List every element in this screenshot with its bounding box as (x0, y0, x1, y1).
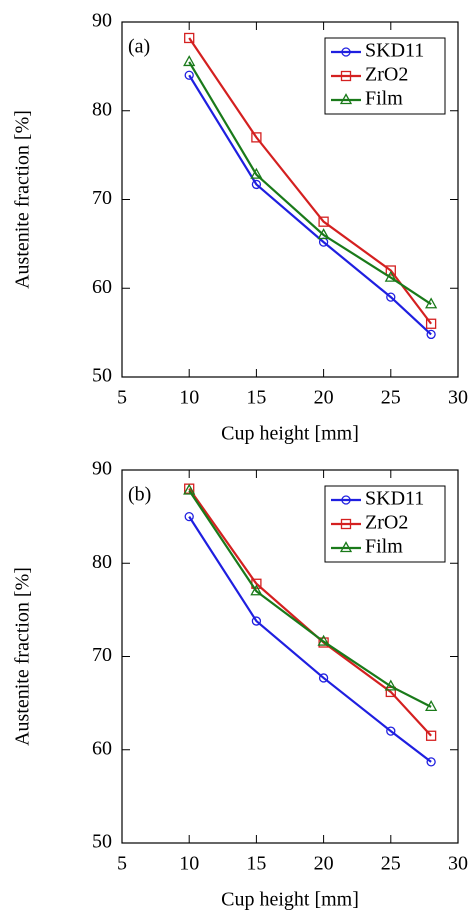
legend-box (324, 485, 446, 563)
marker (317, 634, 330, 646)
legend-label: Film (365, 88, 403, 110)
x-tick-label: 25 (381, 387, 401, 409)
marker (184, 32, 195, 44)
legend-marker (340, 70, 352, 82)
marker (385, 265, 396, 276)
marker (426, 757, 436, 767)
y-tick-label: 70 (92, 187, 112, 209)
x-tick-label: 5 (117, 853, 127, 875)
marker (251, 179, 262, 190)
y-tick-label: 60 (92, 737, 112, 759)
y-tick-label: 70 (92, 644, 112, 666)
x-tick-label: 20 (314, 853, 334, 875)
marker (384, 679, 397, 691)
x-axis-title: Cup height [mm] (221, 889, 359, 911)
marker (251, 616, 262, 626)
marker (318, 216, 329, 227)
chart: 50 60 70 80 90 5 10 15 20 25 30 Cup height [mm] Aust… (12, 10, 468, 445)
legend-marker (341, 47, 351, 57)
x-tick-label: 20 (314, 387, 334, 409)
x-tick-label: 5 (117, 387, 127, 409)
series-line (188, 489, 432, 708)
x-tick-label: 30 (448, 387, 468, 409)
y-tick-label: 80 (92, 551, 112, 573)
x-tick-label: 15 (246, 387, 266, 409)
y-tick-label: 50 (92, 365, 112, 387)
x-tick-label: 15 (246, 853, 266, 875)
marker (425, 297, 438, 309)
marker (184, 511, 194, 522)
annotation: (b) (128, 484, 151, 506)
marker (384, 270, 397, 282)
y-tick-label: 80 (92, 98, 112, 120)
series-line (188, 74, 432, 336)
legend-marker (339, 93, 353, 105)
legend-marker (341, 495, 351, 505)
marker (183, 483, 196, 495)
legend-marker (340, 518, 352, 530)
legend-label: SKD11 (365, 488, 424, 510)
legend-label: ZrO2 (365, 512, 408, 534)
marker (318, 673, 329, 683)
x-tick-label: 30 (448, 853, 468, 875)
marker (386, 726, 396, 736)
legend-marker (339, 541, 353, 553)
legend-label: SKD11 (365, 40, 424, 62)
x-tick-label: 10 (179, 387, 199, 409)
x-tick-label: 10 (179, 853, 199, 875)
series-line (188, 61, 432, 306)
marker (183, 55, 196, 67)
marker (425, 700, 438, 712)
y-tick-label: 90 (92, 10, 112, 32)
annotation: (a) (128, 36, 150, 58)
marker (425, 318, 437, 329)
y-axis-title: Austenite fraction [%] (12, 567, 34, 746)
x-tick-label: 25 (381, 853, 401, 875)
marker (425, 730, 437, 741)
x-axis-title: Cup height [mm] (221, 423, 359, 445)
marker (386, 292, 396, 302)
series-line (188, 37, 432, 325)
y-tick-label: 50 (92, 831, 112, 853)
chart: 50 60 70 80 90 5 10 15 20 25 30 Cup height [mm] Aust… (12, 458, 468, 911)
legend-label: ZrO2 (365, 64, 408, 86)
y-tick-label: 90 (92, 458, 112, 480)
marker (251, 132, 262, 143)
marker (318, 637, 329, 648)
legend-label: Film (365, 536, 403, 558)
marker (317, 228, 330, 240)
y-tick-label: 60 (92, 276, 112, 298)
marker (250, 584, 263, 596)
marker (184, 70, 194, 80)
series-line (188, 516, 432, 763)
marker (426, 329, 436, 340)
marker (250, 167, 263, 179)
y-axis-title: Austenite fraction [%] (12, 110, 34, 289)
legend-box (324, 37, 446, 115)
